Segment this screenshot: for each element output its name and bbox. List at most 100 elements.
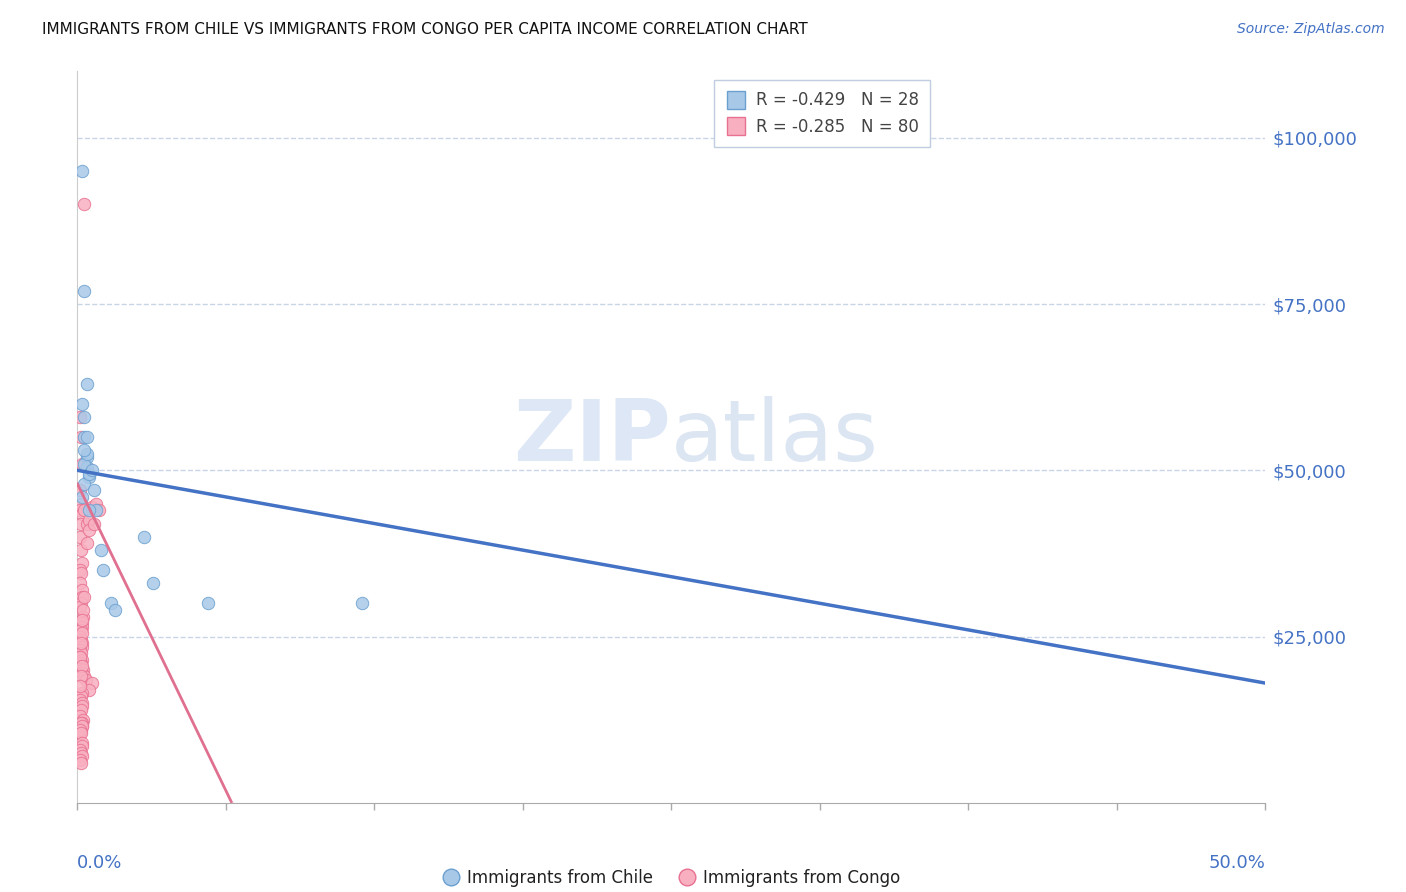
Point <box>70 756 93 770</box>
Point <box>100 596 122 610</box>
Point <box>69 410 91 425</box>
Point <box>70 686 93 700</box>
Point <box>73 476 96 491</box>
Point <box>70 557 93 571</box>
Point <box>77 523 100 537</box>
Point <box>80 463 103 477</box>
Point <box>69 649 91 664</box>
Point <box>70 507 93 521</box>
Point <box>76 430 98 444</box>
Point <box>70 666 93 681</box>
Point <box>70 616 93 631</box>
Point <box>70 596 93 610</box>
Point <box>80 500 103 514</box>
Point <box>70 640 93 654</box>
Y-axis label: Per Capita Income: Per Capita Income <box>0 374 7 500</box>
Point <box>90 543 112 558</box>
Point <box>69 649 91 664</box>
Point <box>69 692 91 706</box>
Text: 0.0%: 0.0% <box>77 854 122 872</box>
Point <box>73 503 96 517</box>
Point <box>73 284 96 298</box>
Point <box>83 516 105 531</box>
Point <box>73 590 96 604</box>
Point <box>70 582 93 597</box>
Point <box>70 590 93 604</box>
Point <box>76 376 98 391</box>
Point <box>70 636 93 650</box>
Point <box>87 503 110 517</box>
Point <box>72 663 94 677</box>
Point <box>73 410 96 425</box>
Point <box>73 197 96 211</box>
Point <box>70 716 93 731</box>
Point <box>70 613 93 627</box>
Point <box>77 470 100 484</box>
Point <box>77 513 100 527</box>
Point <box>70 543 93 558</box>
Point <box>70 736 93 750</box>
Point <box>70 516 93 531</box>
Point <box>75 673 97 687</box>
Point <box>77 503 100 517</box>
Point <box>70 716 93 731</box>
Point <box>70 669 93 683</box>
Point <box>77 682 100 697</box>
Point <box>70 726 93 740</box>
Point <box>70 490 93 504</box>
Point <box>70 696 93 710</box>
Text: IMMIGRANTS FROM CHILE VS IMMIGRANTS FROM CONGO PER CAPITA INCOME CORRELATION CHA: IMMIGRANTS FROM CHILE VS IMMIGRANTS FROM… <box>42 22 808 37</box>
Point <box>70 632 93 647</box>
Point <box>70 164 93 178</box>
Point <box>70 703 93 717</box>
Point <box>70 626 93 640</box>
Point <box>352 596 374 610</box>
Point <box>72 713 94 727</box>
Point <box>69 563 91 577</box>
Text: Source: ZipAtlas.com: Source: ZipAtlas.com <box>1237 22 1385 37</box>
Point <box>69 630 91 644</box>
Point <box>69 753 91 767</box>
Point <box>86 497 108 511</box>
Point <box>69 742 91 756</box>
Point <box>132 530 155 544</box>
Point <box>70 646 93 660</box>
Point <box>70 653 93 667</box>
Point <box>104 603 127 617</box>
Point <box>70 659 93 673</box>
Point <box>69 723 91 737</box>
Point <box>70 719 93 733</box>
Point <box>83 483 105 498</box>
Point <box>77 467 100 481</box>
Point <box>69 599 91 614</box>
Point <box>70 746 93 760</box>
Point <box>142 576 165 591</box>
Text: 50.0%: 50.0% <box>1209 854 1265 872</box>
Point <box>93 563 115 577</box>
Point <box>73 443 96 458</box>
Point <box>69 709 91 723</box>
Point <box>69 483 91 498</box>
Point <box>73 430 96 444</box>
Point <box>76 460 98 475</box>
Point <box>69 643 91 657</box>
Point <box>70 719 93 733</box>
Point <box>69 576 91 591</box>
Point <box>70 739 93 754</box>
Point <box>70 623 93 637</box>
Point <box>70 497 93 511</box>
Point <box>70 397 93 411</box>
Point <box>76 447 98 461</box>
Point <box>70 457 93 471</box>
Point <box>72 603 94 617</box>
Point <box>70 749 93 764</box>
Point <box>86 503 108 517</box>
Point <box>73 669 96 683</box>
Text: ZIP: ZIP <box>513 395 672 479</box>
Point <box>70 566 93 581</box>
Point <box>69 530 91 544</box>
Point <box>69 659 91 673</box>
Point <box>197 596 219 610</box>
Legend: Immigrants from Chile, Immigrants from Congo: Immigrants from Chile, Immigrants from C… <box>436 862 907 892</box>
Point <box>69 680 91 694</box>
